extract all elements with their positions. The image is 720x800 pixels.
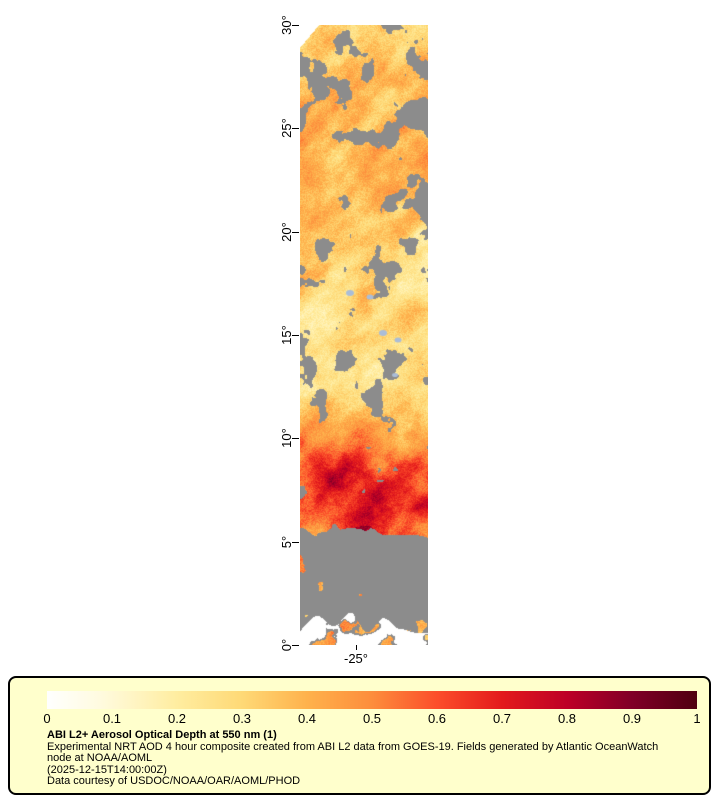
aod-map-image bbox=[300, 25, 428, 645]
y-axis-tick-label: 20° bbox=[279, 221, 294, 242]
legend-courtesy: Data courtesy of USDOC/NOAA/OAR/AOML/PHO… bbox=[47, 775, 301, 788]
colorbar-tick-label: 0.6 bbox=[427, 711, 447, 726]
x-axis-tick bbox=[356, 645, 357, 650]
legend-title: ABI L2+ Aerosol Optical Depth at 550 nm … bbox=[47, 729, 277, 741]
colorbar-tick-label: 0.5 bbox=[362, 711, 382, 726]
y-axis-tick bbox=[292, 335, 299, 336]
colorbar-tick-label: 0 bbox=[43, 711, 51, 726]
legend-timestamp: (2025-12-15T14:00:00Z) bbox=[47, 763, 167, 776]
colorbar-tick-label: 0.3 bbox=[232, 711, 252, 726]
legend-panel: 0 0.1 0.2 0.3 0.4 0.5 0.6 0.7 0.8 0.9 1 ABI L2+ Ae… bbox=[8, 676, 711, 795]
colorbar-tick-label: 1 bbox=[693, 711, 701, 726]
y-axis-tick bbox=[292, 645, 299, 646]
colorbar-tick-label: 0.9 bbox=[622, 711, 642, 726]
x-axis-tick-label: -25° bbox=[344, 651, 368, 666]
colorbar bbox=[47, 691, 697, 709]
y-axis-tick-label: 10° bbox=[279, 428, 294, 449]
colorbar-tick-label: 0.7 bbox=[492, 711, 512, 726]
y-axis-tick bbox=[292, 438, 299, 440]
y-axis-tick-label: 25° bbox=[279, 118, 294, 139]
colorbar-tick-labels: 0 0.1 0.2 0.3 0.4 0.5 0.6 0.7 0.8 0.9 1 bbox=[43, 711, 701, 727]
y-axis-tick-label: 0° bbox=[279, 638, 294, 652]
y-axis-tick bbox=[292, 128, 299, 130]
legend-description: Experimental NRT AOD 4 hour composite cr… bbox=[47, 740, 659, 765]
y-axis-tick-label: 30° bbox=[279, 15, 294, 35]
colorbar-tick-label: 0.8 bbox=[557, 711, 577, 726]
colorbar-tick-label: 0.2 bbox=[167, 711, 187, 726]
y-axis-tick-label: 15° bbox=[279, 325, 294, 345]
legend-text-block: ABI L2+ Aerosol Optical Depth at 550 nm … bbox=[47, 729, 667, 788]
colorbar-tick-label: 0.1 bbox=[102, 711, 122, 726]
y-axis-tick bbox=[292, 541, 299, 543]
y-axis-tick bbox=[292, 231, 299, 233]
colorbar-tick-label: 0.4 bbox=[297, 711, 317, 726]
y-axis-tick bbox=[292, 25, 299, 26]
y-axis-tick-label: 5° bbox=[279, 535, 294, 548]
